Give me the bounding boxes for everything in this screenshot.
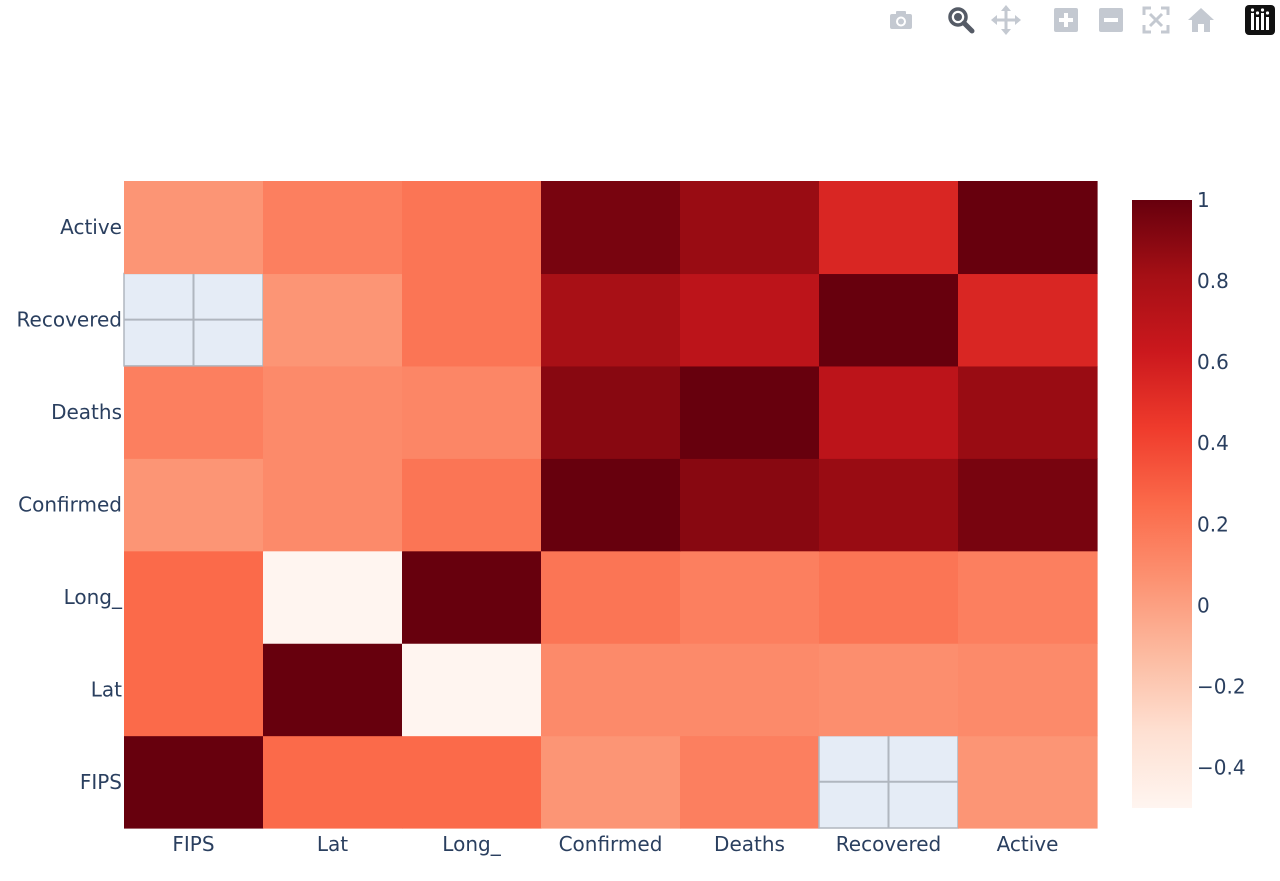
heatmap-cell[interactable] bbox=[680, 458, 820, 552]
heatmap-cell[interactable] bbox=[124, 643, 264, 737]
heatmap-cell[interactable] bbox=[819, 643, 959, 737]
heatmap-cell[interactable] bbox=[402, 735, 542, 829]
heatmap-cell[interactable] bbox=[680, 735, 820, 829]
modebar bbox=[0, 0, 1280, 40]
y-axis-ticks: FIPS Lat Long_ Confirmed Deaths Recovered Acti… bbox=[17, 215, 123, 794]
zoom-out-icon[interactable] bbox=[1095, 4, 1127, 36]
x-tick-label: Confirmed bbox=[559, 832, 663, 856]
heatmap-cell[interactable] bbox=[958, 458, 1098, 552]
x-tick-label: Deaths bbox=[714, 832, 785, 856]
heatmap-cell[interactable] bbox=[541, 550, 681, 644]
heatmap-cell[interactable] bbox=[819, 550, 959, 644]
zoom-icon[interactable] bbox=[945, 4, 977, 36]
heatmap-cell[interactable] bbox=[541, 273, 681, 367]
heatmap-cell[interactable] bbox=[263, 273, 403, 367]
plotly-logo-icon[interactable] bbox=[1244, 4, 1276, 36]
heatmap-cell[interactable] bbox=[680, 643, 820, 737]
heatmap-cell[interactable] bbox=[541, 181, 681, 275]
x-tick-label: Active bbox=[997, 832, 1059, 856]
heatmap-cell[interactable] bbox=[263, 735, 403, 829]
colorbar-tick-label: −0.2 bbox=[1197, 674, 1246, 698]
heatmap-cell[interactable] bbox=[680, 273, 820, 367]
x-axis-ticks: FIPS Lat Long_ Confirmed Deaths Recovered Acti… bbox=[172, 832, 1058, 856]
colorbar-tick-label: 0.4 bbox=[1197, 431, 1229, 455]
reset-axes-icon[interactable] bbox=[1185, 4, 1217, 36]
colorbar-ticks: 1 0.8 0.6 0.4 0.2 0 −0.2 −0.4 bbox=[1197, 188, 1246, 779]
heatmap-cell[interactable] bbox=[819, 273, 959, 367]
autoscale-icon[interactable] bbox=[1140, 4, 1172, 36]
zoom-in-icon[interactable] bbox=[1050, 4, 1082, 36]
colorbar-tick-label: −0.4 bbox=[1197, 755, 1246, 779]
y-tick-label: Lat bbox=[91, 677, 122, 701]
heatmap-cell[interactable] bbox=[402, 643, 542, 737]
heatmap-cell[interactable] bbox=[819, 458, 959, 552]
heatmap-cell[interactable] bbox=[124, 735, 264, 829]
heatmap-cell[interactable] bbox=[402, 273, 542, 367]
y-tick-label: Long_ bbox=[64, 585, 123, 609]
x-tick-label: Long_ bbox=[442, 832, 501, 856]
camera-icon[interactable] bbox=[885, 4, 917, 36]
y-tick-label: Active bbox=[60, 215, 122, 239]
heatmap-cell[interactable] bbox=[680, 550, 820, 644]
colorbar bbox=[1132, 200, 1192, 808]
heatmap-cell[interactable] bbox=[819, 365, 959, 459]
heatmap-cell[interactable] bbox=[124, 550, 264, 644]
colorbar-tick-label: 0.2 bbox=[1197, 512, 1229, 536]
heatmap-cell[interactable] bbox=[263, 550, 403, 644]
pan-icon[interactable] bbox=[990, 4, 1022, 36]
colorbar-tick-label: 1 bbox=[1197, 188, 1210, 212]
heatmap-cell[interactable] bbox=[958, 550, 1098, 644]
colorbar-tick-label: 0.8 bbox=[1197, 269, 1229, 293]
x-tick-label: FIPS bbox=[172, 832, 214, 856]
heatmap-cell[interactable] bbox=[958, 181, 1098, 275]
heatmap-cell[interactable] bbox=[124, 365, 264, 459]
heatmap-cell[interactable] bbox=[958, 273, 1098, 367]
heatmap-cell[interactable] bbox=[541, 458, 681, 552]
heatmap-cell[interactable] bbox=[402, 550, 542, 644]
heatmap-cells[interactable] bbox=[123, 181, 1098, 829]
heatmap-cell[interactable] bbox=[402, 365, 542, 459]
heatmap-cell[interactable] bbox=[819, 181, 959, 275]
heatmap-cell[interactable] bbox=[124, 458, 264, 552]
heatmap-cell[interactable] bbox=[680, 365, 820, 459]
heatmap-cell[interactable] bbox=[541, 365, 681, 459]
heatmap-cell[interactable] bbox=[541, 735, 681, 829]
heatmap-cell[interactable] bbox=[958, 365, 1098, 459]
y-tick-label: Confirmed bbox=[18, 493, 122, 517]
heatmap-cell[interactable] bbox=[402, 181, 542, 275]
colorbar-tick-label: 0.6 bbox=[1197, 350, 1229, 374]
heatmap-cell[interactable] bbox=[263, 458, 403, 552]
heatmap-cell[interactable] bbox=[541, 643, 681, 737]
heatmap-cell[interactable] bbox=[263, 181, 403, 275]
heatmap-cell[interactable] bbox=[124, 181, 264, 275]
heatmap-cell[interactable] bbox=[263, 365, 403, 459]
heatmap-cell[interactable] bbox=[402, 458, 542, 552]
heatmap-cell[interactable] bbox=[263, 643, 403, 737]
x-tick-label: Lat bbox=[317, 832, 348, 856]
heatmap-cell[interactable] bbox=[958, 643, 1098, 737]
y-tick-label: Deaths bbox=[51, 400, 122, 424]
y-tick-label: FIPS bbox=[80, 770, 122, 794]
colorbar-tick-label: 0 bbox=[1197, 593, 1210, 617]
heatmap-cell[interactable] bbox=[958, 735, 1098, 829]
x-tick-label: Recovered bbox=[836, 832, 941, 856]
y-tick-label: Recovered bbox=[17, 308, 122, 332]
heatmap-cell[interactable] bbox=[680, 181, 820, 275]
